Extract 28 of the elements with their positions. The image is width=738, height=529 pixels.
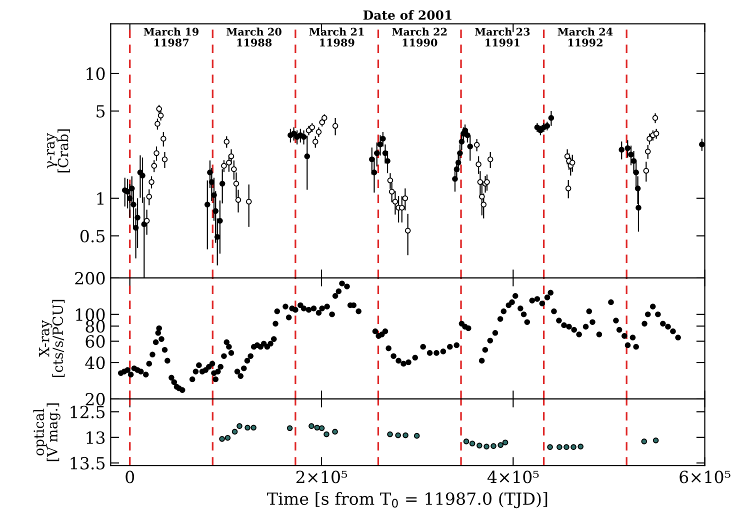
y-axis-title: optical [V mag.] bbox=[33, 403, 60, 462]
annotation: March 22 11990 bbox=[392, 28, 447, 47]
y-tick-label: 60 bbox=[86, 335, 105, 348]
y-tick-label: 13.5 bbox=[70, 456, 105, 470]
annotation: March 20 11988 bbox=[226, 28, 282, 47]
y-axis-title: γ-ray [Crab] bbox=[47, 129, 70, 172]
annotation: March 24 11992 bbox=[558, 28, 613, 47]
y-tick-label: 20 bbox=[86, 392, 105, 406]
y-tick-label: 13 bbox=[86, 431, 105, 444]
y-axis-title: X-ray [cts/s/PCU] bbox=[39, 300, 65, 377]
y-tick-label: 12.5 bbox=[70, 406, 105, 418]
x-tick-label: 6×10⁵ bbox=[680, 470, 730, 484]
y-tick-label: 40 bbox=[85, 356, 105, 370]
chart-title: Date of 2001 bbox=[363, 10, 452, 20]
y-tick-label: 80 bbox=[86, 320, 105, 333]
y-tick-label: 0.5 bbox=[80, 230, 105, 242]
x-tick-label: 4×10⁵ bbox=[487, 470, 539, 484]
y-tick-label: 10 bbox=[86, 67, 105, 80]
annotation: March 19 11987 bbox=[144, 28, 199, 47]
x-axis-title: Time [s from T$_{0}$ = 11987.0 (TJD)] bbox=[267, 492, 548, 508]
y-tick-label: 5 bbox=[96, 105, 105, 118]
annotation: March 21 11989 bbox=[309, 28, 364, 47]
y-tick-label: 100 bbox=[76, 308, 105, 321]
x-tick-label: 0 bbox=[126, 470, 134, 484]
y-tick-label: 200 bbox=[75, 272, 105, 285]
y-tick-label: 1 bbox=[97, 192, 104, 205]
annotation: March 23 11991 bbox=[474, 28, 530, 47]
x-tick-label: 2×10⁵ bbox=[296, 470, 348, 484]
